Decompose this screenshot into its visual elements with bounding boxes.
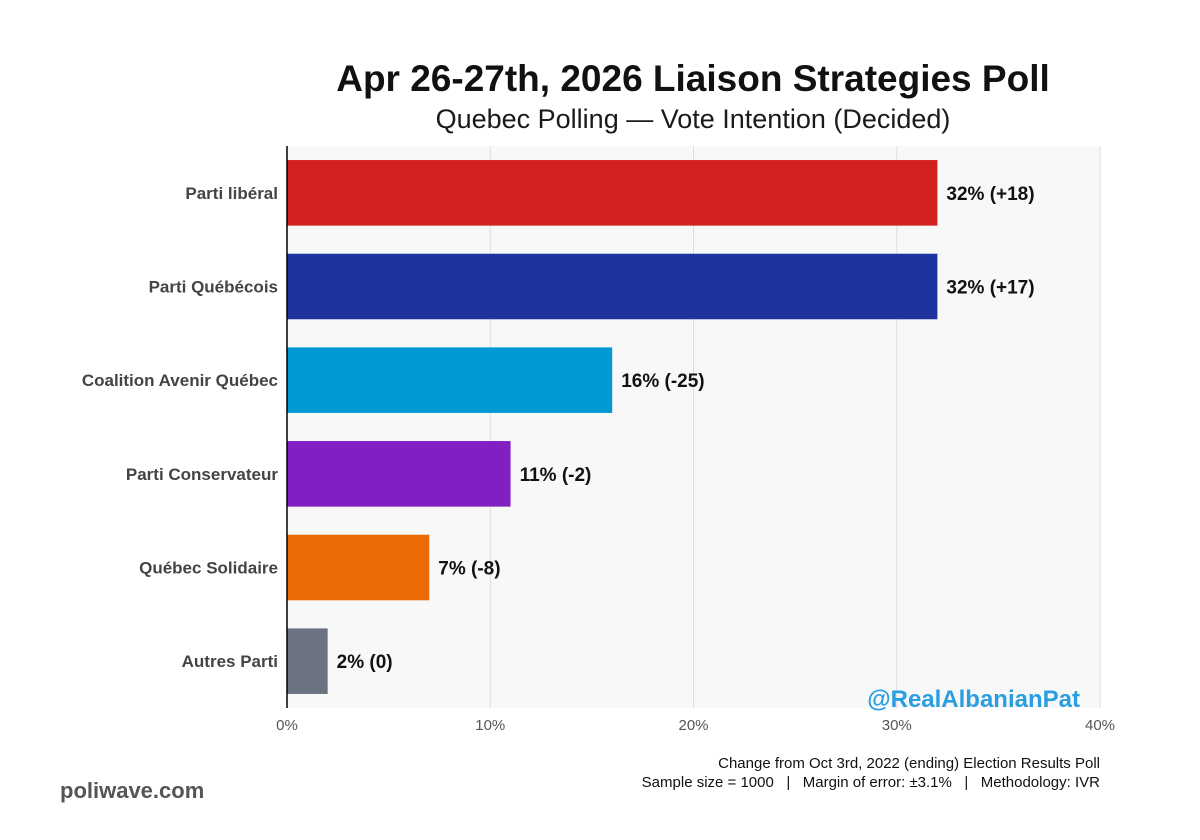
bar [287,441,511,507]
x-tick-label: 40% [1085,717,1115,734]
category-label: Autres Parti [182,652,278,671]
chart-title: Apr 26-27th, 2026 Liaison Strategies Pol… [336,58,1050,99]
footer-note-methodology: Sample size = 1000 | Margin of error: ±3… [641,774,1100,791]
data-label: 11% (-2) [520,465,592,486]
bar [287,628,328,694]
x-tick-label: 0% [276,717,298,734]
brand-label: poliwave.com [60,778,205,803]
category-label: Québec Solidaire [139,559,278,578]
category-label: Coalition Avenir Québec [82,371,278,390]
x-tick-label: 20% [678,717,708,734]
watermark-handle: @RealAlbanianPat [867,686,1080,713]
x-tick-label: 30% [882,717,912,734]
bar [287,534,430,601]
data-label: 32% (+18) [946,184,1034,205]
data-label: 16% (-25) [621,371,704,392]
footer-note-change: Change from Oct 3rd, 2022 (ending) Elect… [718,755,1100,772]
x-tick-label: 10% [475,717,505,734]
category-label: Parti libéral [185,184,278,203]
data-label: 7% (-8) [438,559,500,580]
category-label: Parti Québécois [149,278,278,297]
chart-subtitle: Quebec Polling — Vote Intention (Decided… [435,104,951,134]
data-label: 2% (0) [337,652,393,673]
data-label: 32% (+17) [946,278,1034,299]
bar [287,347,613,413]
bar [287,160,938,226]
category-label: Parti Conservateur [126,465,278,484]
bar [287,253,938,320]
